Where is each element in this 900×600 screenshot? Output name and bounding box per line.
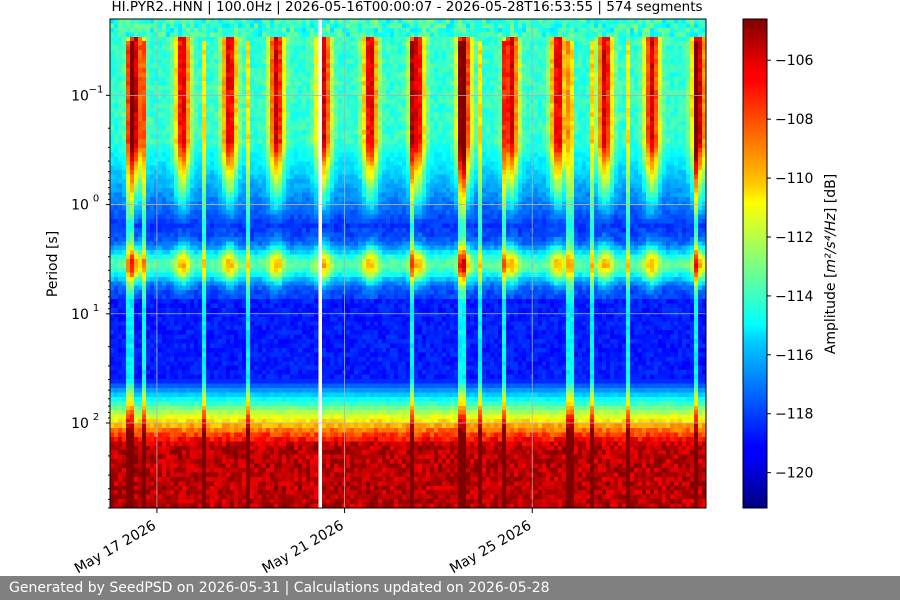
x-tick-label: May 17 2026 <box>72 518 159 576</box>
colorbar-tick-label: −116 <box>775 348 814 364</box>
footer-bar: Generated by SeedPSD on 2026-05-31 | Cal… <box>0 576 900 600</box>
colorbar-label: Amplitude [m²/s⁴/Hz] [dB] <box>823 174 839 354</box>
colorbar-ticks: −106 −108 −110 −112 −114 −116 −118 −120 <box>767 53 814 482</box>
colorbar-tick-label: −106 <box>775 53 814 69</box>
y-tick-label: 10 <box>71 307 89 323</box>
psd-spectrogram-chart: HI.PYR2..HNN | 100.0Hz | 2026-05-16T00:0… <box>45 0 839 576</box>
colorbar: −106 −108 −110 −112 −114 −116 −118 −120 Amplitu… <box>742 18 839 509</box>
y-tick-label: 10 <box>71 416 89 432</box>
plot-frame <box>109 18 707 509</box>
x-tick-label: May 21 2026 <box>260 518 347 576</box>
y-tick-exponent: 2 <box>93 412 99 423</box>
y-tick-label: 10 <box>71 88 89 104</box>
y-axis-label: Period [s] <box>45 231 61 297</box>
colorbar-gradient <box>742 18 768 509</box>
colorbar-tick-label: −120 <box>775 466 813 482</box>
y-tick-exponent: 0 <box>93 194 99 205</box>
grid-lines <box>110 19 706 508</box>
chart-title: HI.PYR2..HNN | 100.0Hz | 2026-05-16T00:0… <box>111 0 702 15</box>
y-tick-label: 10 <box>71 198 89 214</box>
x-tick-label: May 25 2026 <box>447 518 534 576</box>
colorbar-tick-label: −108 <box>775 112 813 128</box>
colorbar-tick-label: −110 <box>775 171 813 187</box>
colorbar-tick-label: −118 <box>775 407 813 423</box>
colorbar-tick-label: −114 <box>775 289 814 305</box>
y-tick-exponent: 1 <box>93 303 99 314</box>
footer-text: Generated by SeedPSD on 2026-05-31 | Cal… <box>9 580 550 596</box>
spectrogram-plot-area <box>109 18 707 509</box>
x-axis: May 17 2026 May 21 2026 May 25 2026 <box>72 508 534 576</box>
y-tick-exponent: −1 <box>89 84 104 95</box>
spectrogram-heatmap <box>110 19 706 508</box>
colorbar-tick-label: −112 <box>775 230 813 246</box>
